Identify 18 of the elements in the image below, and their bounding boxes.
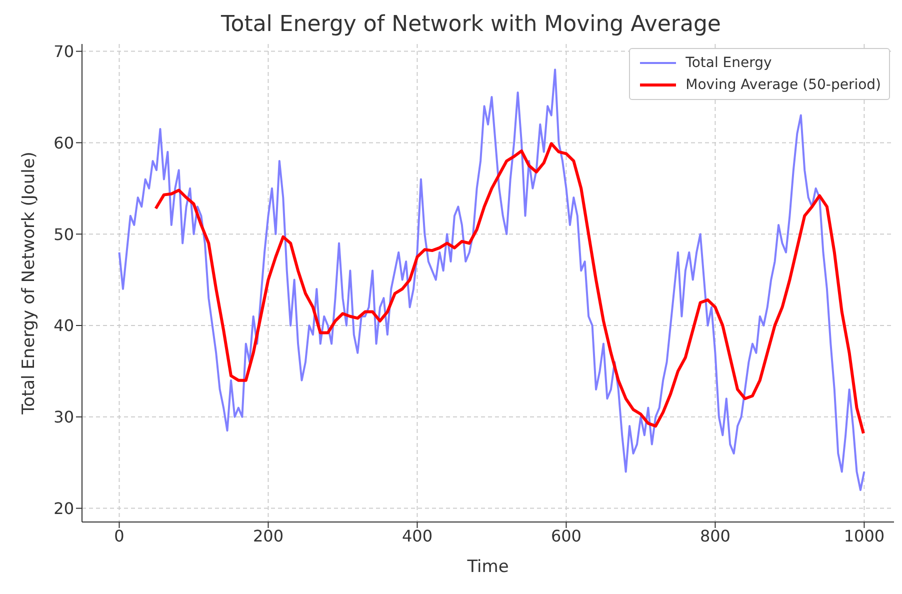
x-tick-label: 200 [252, 526, 284, 546]
legend-label: Total Energy [686, 54, 772, 73]
x-tick-label: 600 [550, 526, 582, 546]
y-tick-label: 40 [54, 316, 74, 336]
legend-label: Moving Average (50-period) [686, 76, 881, 95]
x-tick-label: 400 [402, 526, 433, 546]
line-series [154, 142, 865, 435]
y-axis-title: Total Energy of Network (Joule) [19, 152, 40, 416]
x-tick-label: 1000 [844, 526, 885, 546]
y-tick-label: 60 [54, 133, 74, 152]
y-tick-label: 50 [54, 224, 74, 244]
x-tick-label: 800 [700, 526, 730, 546]
chart-title: Total Energy of Network with Moving Average [220, 11, 722, 39]
y-tick-label: 20 [54, 498, 74, 518]
y-tick-label: 70 [54, 42, 74, 61]
x-axis-title: Time [466, 557, 509, 577]
x-tick-label: 0 [114, 526, 124, 546]
y-tick-label: 30 [54, 408, 74, 427]
